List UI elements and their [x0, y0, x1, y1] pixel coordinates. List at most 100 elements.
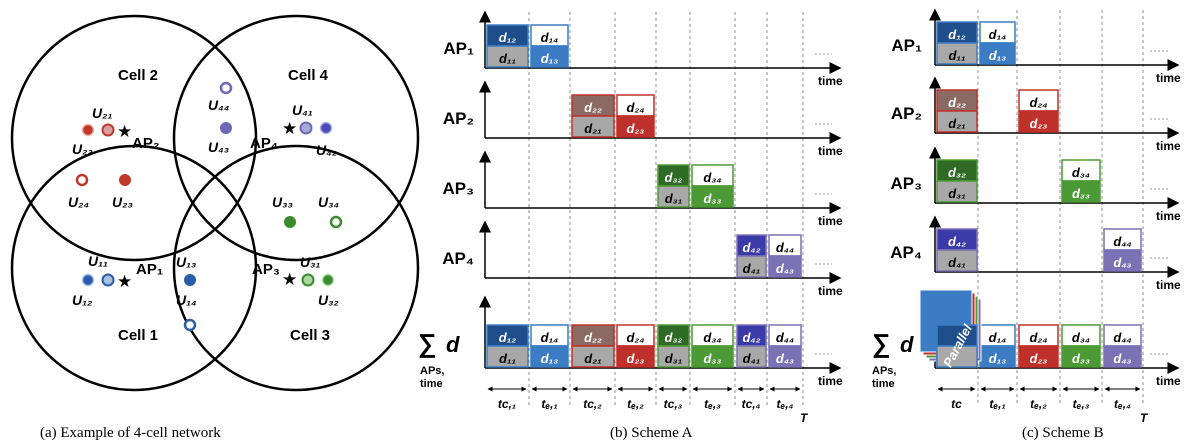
panel-b-ap2-collision-block: d₂₂ d₂₁: [571, 94, 615, 138]
panel-b-sum-symbol: ∑: [418, 328, 437, 358]
user-u31-label: U₃₁: [300, 254, 321, 270]
panel-b-sum-edge-block-3: d₃₄ d₃₃: [691, 324, 734, 368]
user-u43-marker: [220, 122, 232, 134]
panel-b-ap2-edge-block-bottom-label: d₂₃: [627, 121, 645, 136]
user-u42-marker: [319, 121, 333, 135]
panel-b-ap1-collision-block-bottom: [486, 45, 529, 68]
panel-b-ap-3-label: AP₃: [443, 179, 474, 198]
panel-c-row-1-time-label: time: [1156, 71, 1181, 85]
panel-c-ap3-edge-block: d₃₄ d₃₃: [1061, 159, 1101, 203]
user-u23-marker: [119, 174, 131, 186]
ap-4-star-icon: ★: [282, 119, 297, 138]
panel-b-sum-edge-block-2-bottom: [616, 345, 655, 368]
user-u14-marker: [183, 318, 197, 332]
panel-c-ap4-edge-block: d₄₄ d₄₃: [1103, 228, 1142, 272]
panel-c-ap2-edge-block-bottom-label: d₂₃: [1030, 116, 1048, 131]
panel-c-sum-edge-block-3-bottom: [1061, 345, 1101, 368]
panel-b-sum-collision-block-1-bottom: [486, 345, 529, 368]
user-u34-label: U₃₄: [318, 194, 339, 210]
panel-b-caption: (b) Scheme A: [610, 425, 693, 441]
cell-3-circle: [172, 144, 420, 392]
user-u34-marker: [329, 215, 343, 229]
user-u12-marker: [81, 273, 95, 287]
panel-c-ap-3-label: AP₃: [891, 174, 922, 193]
cell-4-label: Cell 4: [288, 67, 329, 84]
panel-c-interval-label: tᴄ: [951, 397, 962, 411]
panel-c-ap1-collision-block-top-label: d₁₂: [948, 27, 966, 42]
panel-b-ap1-edge-block: d₁₄ d₁₃: [530, 24, 569, 68]
panel-c-ap2-collision-block-bottom-label: d₂₁: [948, 116, 965, 131]
panel-b-ap4-edge-block-bottom-label: d₄₃: [776, 261, 794, 276]
panel-c-parallel-stack: Parallel: [919, 289, 982, 370]
panel-b-sum-edge-block-1-bottom-label: d₁₃: [541, 351, 559, 366]
panel-b-ap3-collision-block-bottom: [657, 185, 690, 208]
panel-b-sum-collision-block-1: d₁₂ d₁₁: [486, 324, 529, 368]
user-u41-marker: [299, 121, 313, 135]
user-u13-label: U₁₃: [176, 254, 196, 270]
panel-b-sum-edge-block-4-bottom: [768, 345, 802, 368]
panel-b-interval-label: tᴄ,₄: [742, 397, 761, 411]
cell-2-label: Cell 2: [118, 67, 158, 84]
ap-2-label: AP₂: [132, 135, 160, 152]
panel-c-sum-edge-block-4-bottom-label: d₄₃: [1113, 351, 1131, 366]
user-u24-label: U₂₄: [68, 194, 89, 210]
panel-b-ap1-edge-block-bottom-label: d₁₃: [541, 51, 559, 66]
panel-b-sum-edge-block-2-bottom-label: d₂₃: [627, 351, 645, 366]
panel-c-sum-edge-block-2-top-label: d₂₄: [1029, 330, 1047, 345]
panel-b-sum-sub1: APs,: [420, 365, 444, 377]
panel-c-ap2-edge-block-bottom: [1018, 110, 1059, 133]
panel-b-sum-collision-block-2-bottom: [571, 345, 615, 368]
user-u14-label: U₁₄: [176, 292, 197, 308]
panel-c-row-3-time-label: time: [1156, 209, 1181, 223]
panel-c-ap2-edge-block-top-label: d₂₄: [1029, 95, 1047, 110]
panel-c-ap3-collision-block-top-label: d₃₂: [948, 165, 966, 180]
cell-1-circle: [10, 144, 258, 392]
panel-b-sum-edge-block-3-top-label: d₃₄: [703, 330, 721, 345]
panel-c-ap1-collision-block-bottom-label: d₁₁: [948, 48, 965, 63]
cell-2-circle: [10, 14, 258, 262]
panel-b-ap2-edge-block-bottom: [616, 115, 655, 138]
panel-b-sum-collision-block-2: d₂₂ d₂₁: [571, 324, 615, 368]
panel-c-sum-edge-block-2: d₂₄ d₂₃: [1018, 324, 1059, 368]
panel-b-sum-edge-block-4-bottom-label: d₄₃: [776, 351, 794, 366]
panel-c-row-4-time-label: time: [1156, 278, 1181, 292]
user-u41-label: U₄₁: [292, 102, 313, 118]
panel-c-ap4-collision-block-top-label: d₄₂: [948, 234, 966, 249]
ap-3-label: AP₃: [252, 261, 280, 278]
panel-c-row-2-time-label: time: [1156, 139, 1181, 153]
panel-c-ap3-edge-block-top-label: d₃₄: [1072, 165, 1090, 180]
panel-b-row-1-time-label: time: [818, 74, 843, 88]
panel-c-ap3-collision-block: d₃₂ d₃₁: [936, 159, 978, 203]
user-u21-label: U₂₁: [92, 105, 112, 121]
panel-b-sum-collision-block-3-bottom: [657, 345, 690, 368]
panel-b-sum-collision-block-1-top-label: d₁₂: [499, 330, 517, 345]
panel-b-sum-edge-block-3-bottom: [691, 345, 734, 368]
panel-a-network: Cell 2 Cell 4 Cell 1 Cell 3 ★ AP₂ U₂₁ U₂…: [10, 14, 420, 441]
panel-c-caption: (c) Scheme B: [1022, 425, 1104, 441]
panel-b-sum-collision-block-4: d₄₂ d₄₁: [736, 324, 767, 368]
panel-c-sum-edge-block-3: d₃₄ d₃₃: [1061, 324, 1101, 368]
panel-b-ap4-collision-block-bottom-label: d₄₁: [743, 261, 761, 276]
panel-c-sum-edge-block-4-bottom: [1103, 345, 1142, 368]
panel-b-interval-label: tᴄ,₂: [583, 397, 602, 411]
user-u32-marker: [321, 273, 335, 287]
user-u42-label: U₄₂: [316, 142, 337, 158]
panel-b-row-2-time-label: time: [818, 144, 843, 158]
panel-b-sum-edge-block-3-bottom-label: d₃₃: [703, 351, 721, 366]
panel-c-ap1-edge-block-bottom-label: d₁₃: [989, 48, 1007, 63]
panel-c-ap2-edge-block: d₂₄ d₂₃: [1018, 89, 1059, 133]
panel-c-sum-edge-block-4: d₄₄ d₄₃: [1103, 324, 1142, 368]
panel-b-interval-label: tₑ,₂: [627, 397, 644, 411]
panel-b-ap3-edge-block: d₃₄ d₃₃: [691, 164, 734, 208]
panel-b-ap3-edge-block-bottom: [691, 185, 734, 208]
panel-b-sum-collision-block-4-top-label: d₄₂: [742, 330, 760, 345]
user-u43-label: U₄₃: [208, 139, 229, 155]
panel-c-sum-edge-block-1-bottom-label: d₁₃: [989, 351, 1007, 366]
panel-b-sum-edge-block-1-top-label: d₁₄: [541, 330, 559, 345]
panel-c-ap4-edge-block-bottom-label: d₄₃: [1113, 255, 1131, 270]
panel-b-sum-edge-block-4: d₄₄ d₄₃: [768, 324, 802, 368]
panel-b-interval-label: tₑ,₃: [704, 397, 721, 411]
panel-b-ap1-collision-block-bottom-label: d₁₁: [499, 51, 516, 66]
panel-b-sum-collision-block-2-top-label: d₂₂: [584, 330, 602, 345]
